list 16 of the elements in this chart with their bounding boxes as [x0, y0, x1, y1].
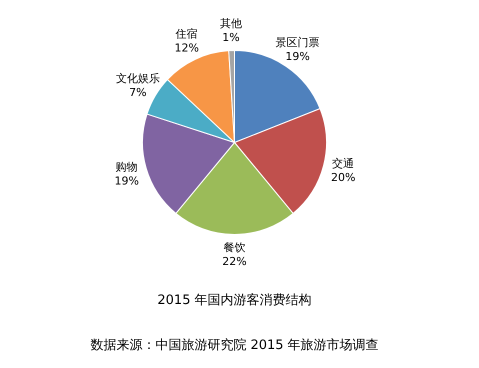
data-label: 1%: [222, 30, 240, 44]
source-note: 数据来源：中国旅游研究院 2015 年旅游市场调查: [90, 338, 379, 353]
slice-label: 购物: [116, 160, 138, 174]
data-label: 20%: [330, 170, 356, 184]
data-label: 7%: [129, 86, 147, 99]
slice-label: 交通: [332, 156, 354, 170]
slice-label: 文化娱乐: [116, 72, 160, 85]
slice-label: 住宿: [176, 27, 198, 40]
data-label: 19%: [285, 50, 310, 64]
data-label: 22%: [222, 255, 247, 268]
slice-label: 景区门票: [276, 36, 320, 50]
text: 2015 年国内游客消费结构: [157, 292, 312, 308]
data-label: 12%: [174, 41, 199, 54]
slice-label: 餐饮: [224, 241, 246, 254]
slice-label: 其他: [220, 16, 242, 30]
data-label: 19%: [114, 174, 139, 188]
